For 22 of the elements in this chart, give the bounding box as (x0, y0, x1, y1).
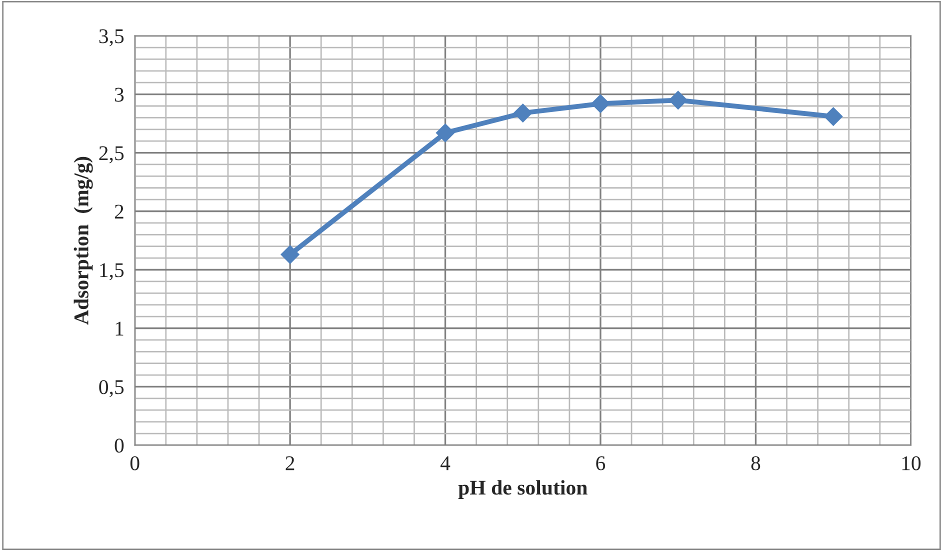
x-tick-label: 0 (130, 456, 140, 470)
y-tick-label: 2,5 (99, 146, 124, 164)
y-tick-label: 0 (114, 438, 124, 453)
x-axis-title: pH de solution (458, 480, 588, 499)
point (591, 94, 610, 114)
x-tick-label: 8 (751, 456, 760, 470)
point (280, 245, 300, 264)
y-tick-label: 3 (115, 88, 124, 102)
y-axis-title: Adsorption (mg/g) (74, 156, 93, 325)
y-tick-label: 2 (114, 204, 124, 218)
x-tick-label: 4 (440, 456, 450, 470)
y-tick-label: 1,5 (100, 263, 124, 280)
point (668, 90, 688, 110)
x-tick-label: 6 (596, 456, 606, 470)
point (824, 107, 843, 126)
x-tick-label: 2 (286, 456, 294, 470)
y-tick-label: 1 (116, 322, 124, 336)
y-tick-label: 0,5 (99, 380, 124, 398)
y-tick-label: 3,5 (99, 29, 124, 46)
x-tick-label: 10 (902, 456, 921, 470)
point (514, 104, 532, 122)
point (436, 124, 455, 142)
